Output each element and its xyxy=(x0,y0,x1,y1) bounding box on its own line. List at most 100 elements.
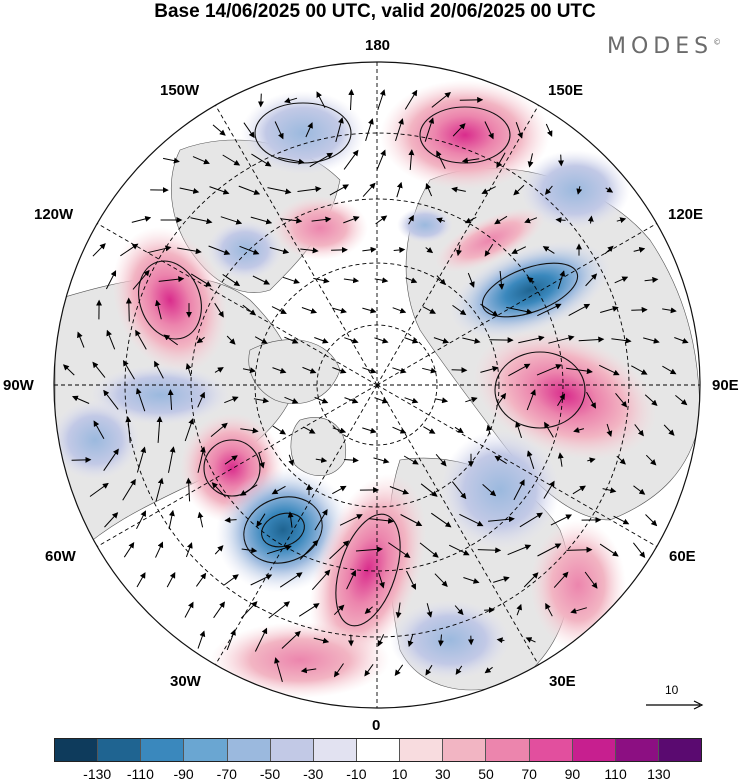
wind-arrow xyxy=(404,89,418,110)
wind-arrow xyxy=(251,153,272,167)
lon-label-60e: 60E xyxy=(669,548,696,565)
lon-label-30w: 30W xyxy=(170,673,201,690)
wind-arrow xyxy=(456,244,462,257)
wind-arrow xyxy=(223,574,239,586)
wind-arrow xyxy=(238,185,261,195)
wind-arrow xyxy=(404,337,419,344)
wind-arrow xyxy=(284,97,298,104)
wind-arrow xyxy=(536,364,562,376)
wind-arrow xyxy=(125,297,132,322)
wind-arrow xyxy=(451,481,467,500)
wind-arrow xyxy=(209,186,230,195)
wind-arrow xyxy=(346,569,356,590)
wind-arrow xyxy=(302,366,317,374)
wind-arrow xyxy=(408,214,414,225)
wind-arrow xyxy=(154,299,162,320)
wind-arrow xyxy=(645,454,657,466)
wind-arrow xyxy=(305,122,313,138)
colorbar-segment xyxy=(356,739,401,761)
wind-arrow xyxy=(62,364,75,376)
colorbar-segment xyxy=(270,739,314,761)
wind-arrow xyxy=(545,123,553,137)
wind-arrow xyxy=(120,243,139,257)
wind-arrow xyxy=(437,634,444,647)
wind-arrow xyxy=(343,216,360,224)
wind-arrow xyxy=(185,477,192,502)
wind-arrow xyxy=(558,154,565,167)
wind-arrow xyxy=(616,217,627,224)
wind-arrow xyxy=(553,571,569,588)
wind-arrow xyxy=(284,336,299,344)
wind-arrow xyxy=(364,664,374,677)
wind-arrow xyxy=(396,181,403,198)
wind-arrow xyxy=(611,337,632,344)
wind-arrow xyxy=(587,215,594,224)
wind-arrow xyxy=(281,630,301,649)
wind-arrow xyxy=(434,397,449,404)
wind-arrow xyxy=(362,367,377,374)
wind-arrow xyxy=(214,545,224,555)
wind-arrow xyxy=(253,397,270,404)
wind-arrow xyxy=(392,426,407,434)
wind-arrow xyxy=(513,479,525,501)
wind-arrow xyxy=(335,117,344,143)
positive-anomaly xyxy=(112,227,228,373)
wind-arrow xyxy=(329,540,350,560)
wind-arrow xyxy=(125,416,132,443)
wind-arrow xyxy=(454,605,464,616)
colorbar-tick-label: 90 xyxy=(564,766,581,782)
wind-arrow xyxy=(484,121,494,140)
wind-arrow xyxy=(197,391,205,408)
wind-arrow xyxy=(195,572,207,587)
wind-arrow xyxy=(274,657,283,683)
wind-arrow xyxy=(333,663,344,678)
wind-arrow xyxy=(613,515,630,525)
wind-arrow xyxy=(185,542,193,558)
wind-arrow xyxy=(77,331,85,348)
wind-arrow xyxy=(278,157,305,165)
wind-arrow xyxy=(313,637,330,644)
wind-arrow xyxy=(455,665,463,675)
wind-arrow xyxy=(166,572,176,588)
wind-arrow xyxy=(136,446,147,473)
wind-arrow xyxy=(422,367,437,374)
colorbar-segment xyxy=(572,739,616,761)
wind-arrow xyxy=(274,121,284,140)
wind-arrow xyxy=(332,427,347,434)
colorbar-tick-label: -70 xyxy=(216,766,237,782)
wind-arrow xyxy=(425,247,434,254)
colorbar-segment xyxy=(55,739,99,761)
wind-arrow xyxy=(544,421,554,438)
wind-arrow xyxy=(309,152,334,168)
wind-arrow xyxy=(241,547,258,554)
wind-arrow xyxy=(184,601,194,618)
wind-arrow xyxy=(224,455,238,465)
wind-arrow xyxy=(314,396,329,404)
wind-arrow xyxy=(211,482,226,498)
wind-arrow xyxy=(464,216,477,224)
wind-arrow xyxy=(378,572,385,589)
positive-anomaly xyxy=(530,520,626,650)
wind-arrow xyxy=(482,484,497,497)
wind-arrow xyxy=(93,420,105,440)
wind-arrow xyxy=(184,418,195,442)
wind-arrow xyxy=(388,542,411,558)
colorbar-segment xyxy=(443,739,487,761)
wind-arrow xyxy=(92,243,106,257)
wind-arrow xyxy=(662,365,677,375)
wind-arrow xyxy=(407,633,414,648)
positive-anomaly xyxy=(380,80,550,190)
wind-arrow xyxy=(252,275,270,285)
wind-arrow xyxy=(576,186,583,195)
wind-arrow xyxy=(122,478,136,501)
wind-arrow xyxy=(436,217,446,224)
wind-arrow xyxy=(662,307,677,314)
wind-arrow xyxy=(463,577,480,584)
wind-arrow xyxy=(507,544,532,556)
wind-arrow xyxy=(644,394,658,406)
wind-arrow xyxy=(645,514,658,527)
wind-arrow xyxy=(598,364,620,376)
wind-arrow xyxy=(226,335,236,345)
wind-arrow xyxy=(167,389,174,410)
wind-arrow xyxy=(606,423,613,437)
